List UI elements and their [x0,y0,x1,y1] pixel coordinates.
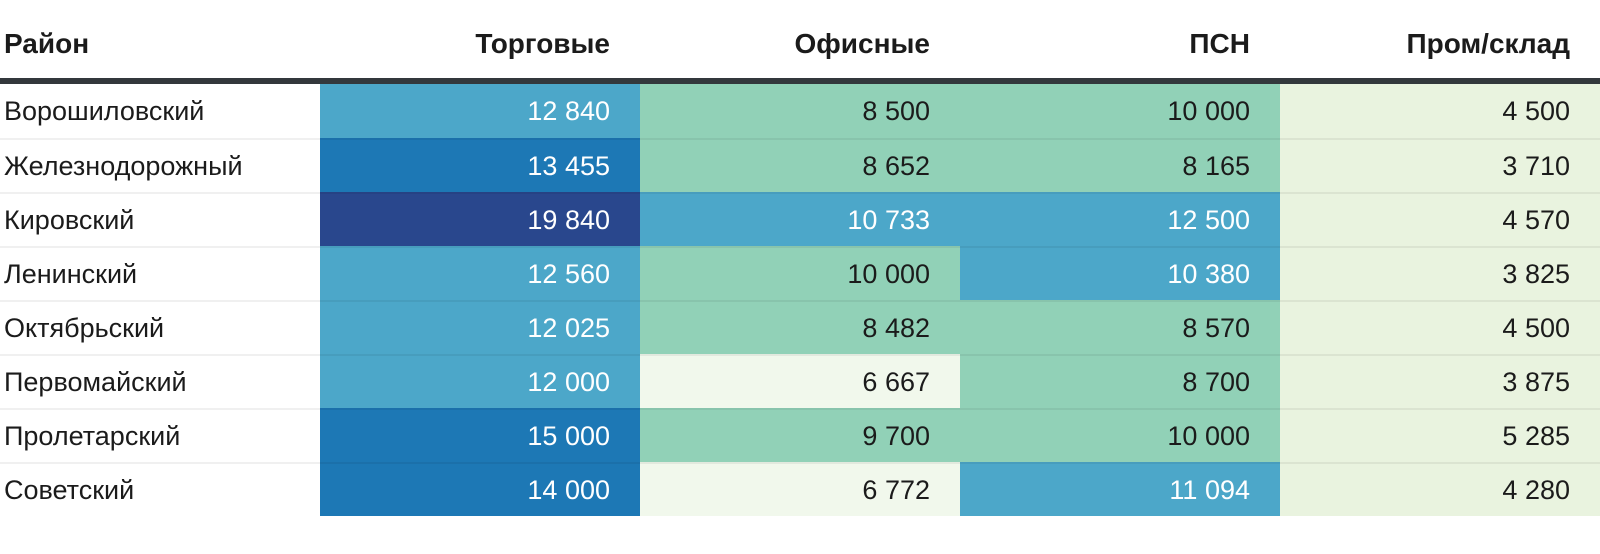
heat-cell-industrial: 3 825 [1280,246,1600,300]
column-header-retail: Торговые [475,28,610,59]
column-header-district: Район [4,28,90,59]
heat-cell-industrial: 3 710 [1280,138,1600,192]
column-header-psn: ПСН [1189,28,1250,59]
column-header-office: Офисные [794,28,930,59]
heat-cell-retail: 12 025 [320,300,640,354]
heat-cell-office: 8 482 [640,300,960,354]
heat-cell-retail: 13 455 [320,138,640,192]
table-row: Ворошиловский 12 840 8 500 10 000 4 500 [0,84,1600,138]
table-row: Советский 14 000 6 772 11 094 4 280 [0,462,1600,516]
heat-cell-office: 6 772 [640,462,960,516]
heat-cell-industrial: 4 500 [1280,300,1600,354]
heat-cell-office: 9 700 [640,408,960,462]
district-name: Ворошиловский [0,84,320,138]
heat-cell-office: 8 652 [640,138,960,192]
heat-cell-industrial: 4 500 [1280,84,1600,138]
heat-cell-psn: 8 570 [960,300,1280,354]
heat-cell-psn: 10 000 [960,408,1280,462]
heat-cell-psn: 8 700 [960,354,1280,408]
heat-cell-psn: 8 165 [960,138,1280,192]
heat-cell-retail: 19 840 [320,192,640,246]
heat-cell-office: 8 500 [640,84,960,138]
heat-cell-industrial: 4 570 [1280,192,1600,246]
heat-cell-retail: 12 560 [320,246,640,300]
district-name: Ленинский [0,246,320,300]
table-row: Октябрьский 12 025 8 482 8 570 4 500 [0,300,1600,354]
heat-cell-office: 10 000 [640,246,960,300]
table-header-row: Район Торговые Офисные ПСН Пром/склад [0,0,1600,84]
heat-cell-industrial: 4 280 [1280,462,1600,516]
district-price-heatmap-table: Район Торговые Офисные ПСН Пром/склад Вороши… [0,0,1600,516]
district-name: Пролетарский [0,408,320,462]
heat-cell-industrial: 5 285 [1280,408,1600,462]
table-row: Ленинский 12 560 10 000 10 380 3 825 [0,246,1600,300]
table-row: Первомайский 12 000 6 667 8 700 3 875 [0,354,1600,408]
heat-cell-office: 10 733 [640,192,960,246]
heat-cell-psn: 10 000 [960,84,1280,138]
heat-cell-psn: 10 380 [960,246,1280,300]
table-row: Железнодорожный 13 455 8 652 8 165 3 710 [0,138,1600,192]
district-name: Железнодорожный [0,138,320,192]
district-name: Советский [0,462,320,516]
column-header-industrial: Пром/склад [1406,28,1570,59]
district-name: Первомайский [0,354,320,408]
heat-cell-retail: 12 000 [320,354,640,408]
heat-cell-psn: 12 500 [960,192,1280,246]
heat-cell-psn: 11 094 [960,462,1280,516]
district-name: Октябрьский [0,300,320,354]
heat-cell-retail: 14 000 [320,462,640,516]
table-body: Ворошиловский 12 840 8 500 10 000 4 500 Желез… [0,84,1600,516]
heat-cell-retail: 15 000 [320,408,640,462]
heat-cell-industrial: 3 875 [1280,354,1600,408]
heat-cell-retail: 12 840 [320,84,640,138]
heat-cell-office: 6 667 [640,354,960,408]
district-name: Кировский [0,192,320,246]
table-row: Пролетарский 15 000 9 700 10 000 5 285 [0,408,1600,462]
table-row: Кировский 19 840 10 733 12 500 4 570 [0,192,1600,246]
